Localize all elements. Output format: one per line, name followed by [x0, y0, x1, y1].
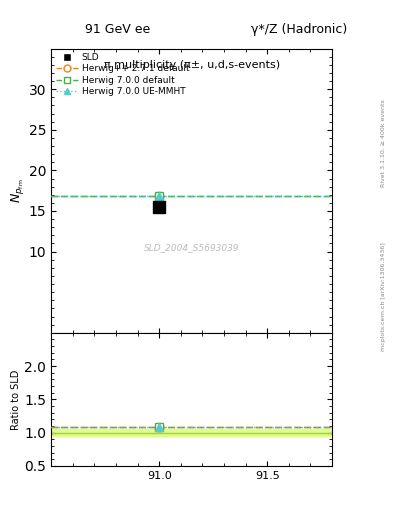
Text: π multiplicity (π±, u,d,s-events): π multiplicity (π±, u,d,s-events) — [103, 60, 280, 70]
Y-axis label: Ratio to SLD: Ratio to SLD — [11, 369, 22, 430]
Text: Rivet 3.1.10, ≥ 400k events: Rivet 3.1.10, ≥ 400k events — [381, 99, 386, 187]
Legend: SLD, Herwig++ 2.7.1 default, Herwig 7.0.0 default, Herwig 7.0.0 UE-MMHT: SLD, Herwig++ 2.7.1 default, Herwig 7.0.… — [54, 51, 191, 98]
Text: 91 GeV ee: 91 GeV ee — [85, 23, 151, 36]
Text: γ*/Z (Hadronic): γ*/Z (Hadronic) — [251, 23, 347, 36]
Y-axis label: $N_{p_\mathregular{fm}}$: $N_{p_\mathregular{fm}}$ — [9, 179, 26, 203]
Text: SLD_2004_S5693039: SLD_2004_S5693039 — [144, 243, 239, 252]
Text: mcplots.cern.ch [arXiv:1306.3436]: mcplots.cern.ch [arXiv:1306.3436] — [381, 243, 386, 351]
Bar — [51, 429, 332, 436]
